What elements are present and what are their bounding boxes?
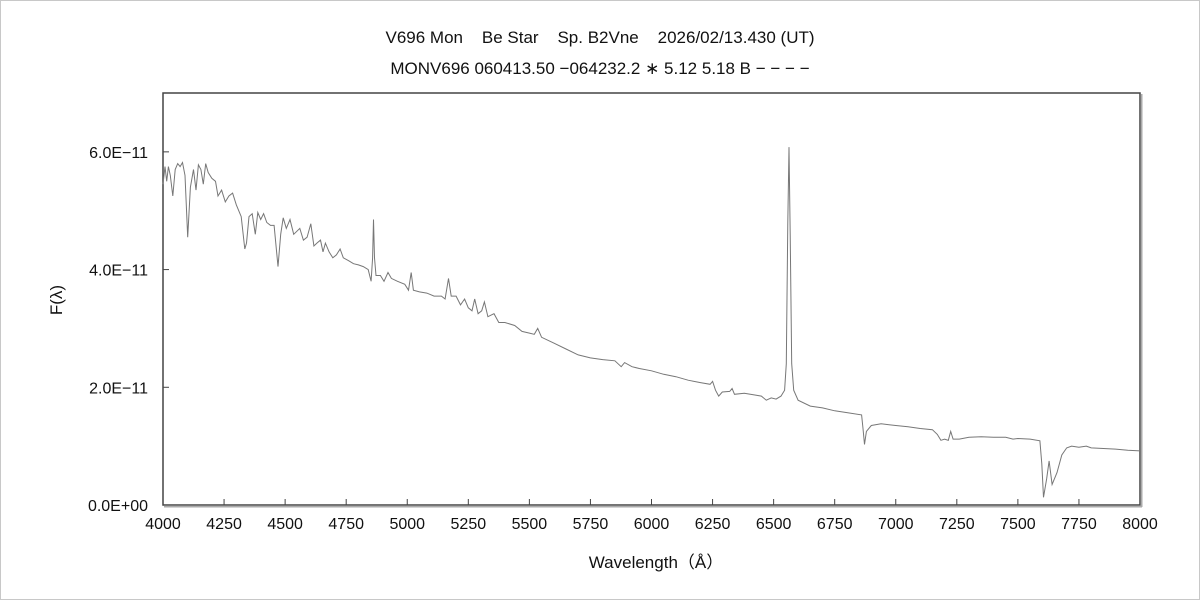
x-tick-label: 8000 [1122, 516, 1158, 533]
y-tick-label: 2.0E−11 [89, 380, 148, 397]
y-tick-label: 0.0E+00 [88, 498, 148, 515]
spectrum-line [162, 147, 1141, 498]
x-tick-label: 7750 [1061, 516, 1097, 533]
x-tick-label: 4000 [145, 516, 181, 533]
x-tick-label: 5000 [389, 516, 425, 533]
y-tick-label: 6.0E−11 [89, 145, 148, 162]
x-tick-label: 6750 [817, 516, 853, 533]
x-tick-label: 5500 [512, 516, 548, 533]
x-tick-label: 6500 [756, 516, 792, 533]
x-tick-label: 7000 [878, 516, 914, 533]
y-tick-label: 4.0E−11 [89, 263, 148, 280]
x-tick-label: 6250 [695, 516, 731, 533]
x-tick-label: 4500 [267, 516, 303, 533]
x-tick-label: 6000 [634, 516, 670, 533]
x-tick-label: 4750 [328, 516, 364, 533]
x-tick-label: 7250 [939, 516, 975, 533]
plot-area [162, 92, 1141, 506]
x-tick-label: 4250 [206, 516, 242, 533]
x-tick-label: 7500 [1000, 516, 1036, 533]
chart-subtitle: MONV696 060413.50 −064232.2 ∗ 5.12 5.18 … [390, 59, 810, 78]
x-tick-label: 5750 [573, 516, 609, 533]
x-tick-label: 5250 [451, 516, 487, 533]
y-axis-label: F(λ) [47, 285, 66, 315]
chart-title: V696 Mon Be Star Sp. B2Vne 2026/02/13.43… [385, 28, 815, 47]
x-axis-label: Wavelength（Å） [589, 553, 723, 572]
